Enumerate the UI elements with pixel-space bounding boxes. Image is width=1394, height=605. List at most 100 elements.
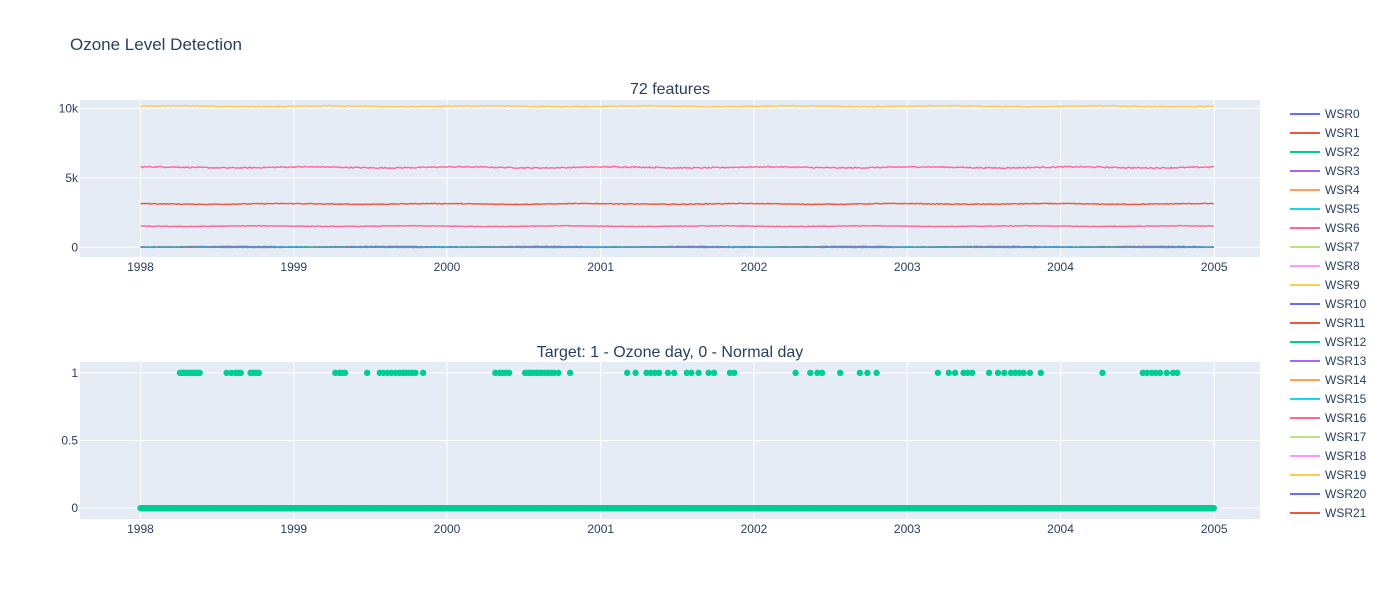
ozone-day-point (792, 370, 798, 376)
features-y-ticks: 0 5k 10k (59, 101, 79, 254)
ozone-day-point (632, 370, 638, 376)
legend-item[interactable]: WSR11 (1290, 316, 1366, 330)
legend-label: WSR15 (1325, 392, 1367, 406)
ozone-day-point (1027, 370, 1033, 376)
ozone-day-point (688, 370, 694, 376)
ozone-day-point (342, 370, 348, 376)
x-tick-label: 2002 (741, 522, 768, 536)
legend-label: WSR10 (1325, 297, 1367, 311)
legend-item[interactable]: WSR0 (1290, 107, 1360, 121)
legend-item[interactable]: WSR17 (1290, 430, 1367, 444)
ozone-day-point (1001, 370, 1007, 376)
target-x-ticks: 1998 1999 2000 2001 2002 2003 2004 2005 (127, 522, 1228, 536)
legend-label: WSR5 (1325, 202, 1360, 216)
x-tick-label: 2003 (894, 260, 921, 274)
legend-item[interactable]: WSR2 (1290, 145, 1360, 159)
y-tick-label: 0 (71, 501, 78, 515)
x-tick-label: 1998 (127, 260, 154, 274)
legend-item[interactable]: WSR6 (1290, 221, 1360, 235)
ozone-day-point (864, 370, 870, 376)
legend-label: WSR19 (1325, 468, 1367, 482)
legend-item[interactable]: WSR20 (1290, 487, 1367, 501)
y-tick-label: 0.5 (61, 434, 78, 448)
x-tick-label: 1998 (127, 522, 154, 536)
x-tick-label: 2001 (587, 260, 614, 274)
target-panel: 1998 1999 2000 2001 2002 2003 2004 2005 00.51 T… (61, 344, 1260, 536)
legend-item[interactable]: WSR5 (1290, 202, 1360, 216)
legend-label: WSR21 (1325, 506, 1367, 520)
legend-label: WSR13 (1325, 354, 1367, 368)
legend-label: WSR1 (1325, 126, 1360, 140)
ozone-day-point (197, 370, 203, 376)
legend-item[interactable]: WSR10 (1290, 297, 1367, 311)
legend-label: WSR0 (1325, 107, 1360, 121)
legend[interactable]: WSR0 WSR1 WSR2 WSR3 WSR4 WSR5 WSR6 WSR7 WSR8 WSR9… (1290, 107, 1367, 520)
ozone-day-point (238, 370, 244, 376)
legend-label: WSR18 (1325, 449, 1367, 463)
ozone-day-point (420, 370, 426, 376)
legend-item[interactable]: WSR8 (1290, 259, 1360, 273)
legend-label: WSR9 (1325, 278, 1360, 292)
ozone-day-point (857, 370, 863, 376)
legend-item[interactable]: WSR3 (1290, 164, 1360, 178)
x-tick-label: 2004 (1047, 260, 1074, 274)
x-tick-label: 2000 (434, 522, 461, 536)
ozone-day-point (364, 370, 370, 376)
ozone-day-point (873, 370, 879, 376)
ozone-day-point (731, 370, 737, 376)
target-subplot-title: Target: 1 - Ozone day, 0 - Normal day (537, 344, 803, 361)
legend-label: WSR11 (1325, 316, 1366, 330)
legend-item[interactable]: WSR16 (1290, 411, 1367, 425)
legend-item[interactable]: WSR1 (1290, 126, 1360, 140)
y-tick-label: 0 (71, 240, 78, 254)
x-tick-label: 2005 (1201, 522, 1228, 536)
legend-item[interactable]: WSR14 (1290, 373, 1367, 387)
ozone-day-point (837, 370, 843, 376)
legend-item[interactable]: WSR4 (1290, 183, 1360, 197)
ozone-day-point (995, 370, 1001, 376)
x-tick-label: 2003 (894, 522, 921, 536)
legend-label: WSR6 (1325, 221, 1360, 235)
ozone-day-point (711, 370, 717, 376)
ozone-day-point (656, 370, 662, 376)
legend-label: WSR4 (1325, 183, 1360, 197)
legend-label: WSR2 (1325, 145, 1360, 159)
figure-title: Ozone Level Detection (70, 35, 242, 54)
legend-item[interactable]: WSR18 (1290, 449, 1367, 463)
ozone-day-point (695, 370, 701, 376)
ozone-day-point (1099, 370, 1105, 376)
ozone-day-point (1020, 370, 1026, 376)
ozone-day-point (671, 370, 677, 376)
legend-label: WSR14 (1325, 373, 1367, 387)
x-tick-label: 1999 (280, 522, 307, 536)
legend-item[interactable]: WSR21 (1290, 506, 1367, 520)
y-tick-label: 5k (65, 171, 79, 185)
y-tick-label: 10k (59, 101, 79, 115)
ozone-day-point (665, 370, 671, 376)
legend-item[interactable]: WSR15 (1290, 392, 1367, 406)
ozone-day-point (807, 370, 813, 376)
legend-item[interactable]: WSR13 (1290, 354, 1367, 368)
legend-item[interactable]: WSR7 (1290, 240, 1360, 254)
legend-item[interactable]: WSR12 (1290, 335, 1367, 349)
ozone-day-point (969, 370, 975, 376)
ozone-day-point (705, 370, 711, 376)
x-tick-label: 2001 (587, 522, 614, 536)
x-tick-label: 2000 (434, 260, 461, 274)
ozone-day-point (412, 370, 418, 376)
target-y-ticks: 00.51 (61, 366, 78, 515)
x-tick-label: 2005 (1201, 260, 1228, 274)
legend-label: WSR8 (1325, 259, 1360, 273)
ozone-day-point (986, 370, 992, 376)
legend-item[interactable]: WSR9 (1290, 278, 1360, 292)
legend-item[interactable]: WSR19 (1290, 468, 1367, 482)
ozone-day-point (952, 370, 958, 376)
ozone-day-point (935, 370, 941, 376)
x-tick-label: 2004 (1047, 522, 1074, 536)
ozone-day-point (946, 370, 952, 376)
ozone-day-point (624, 370, 630, 376)
